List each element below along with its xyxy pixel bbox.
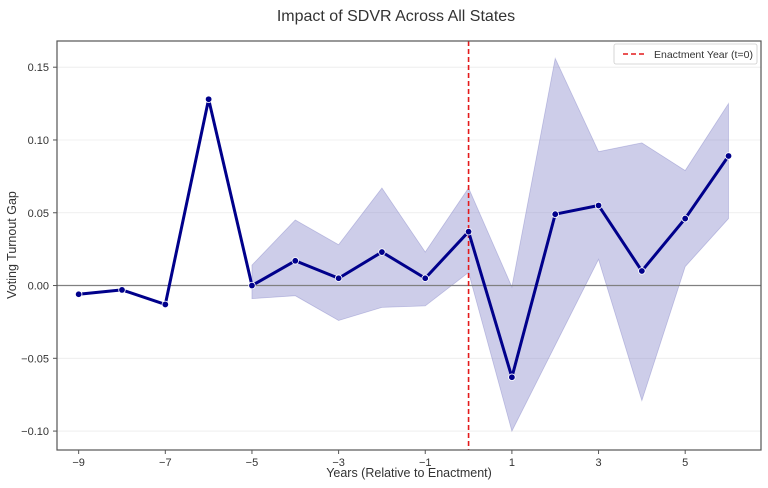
x-axis: −9 −7 −5 −3 −1 1 3 5 bbox=[72, 450, 688, 469]
x-tick-label: −9 bbox=[72, 457, 85, 469]
confidence-band-area bbox=[251, 57, 729, 433]
plot-frame bbox=[56, 40, 762, 451]
y-axis-label: Voting Turnout Gap bbox=[5, 191, 19, 299]
y-tick-label: −0.05 bbox=[21, 353, 49, 365]
x-tick-label: −1 bbox=[419, 457, 432, 469]
data-point bbox=[291, 257, 299, 265]
x-tick-label: −7 bbox=[159, 457, 172, 469]
data-point bbox=[248, 281, 256, 290]
data-point bbox=[724, 152, 733, 160]
x-tick-label: 3 bbox=[595, 457, 601, 469]
y-tick-label: 0.05 bbox=[28, 208, 49, 220]
y-tick-label: 0.15 bbox=[28, 62, 49, 74]
data-point bbox=[378, 248, 386, 256]
data-point bbox=[681, 214, 689, 223]
data-point bbox=[464, 227, 473, 236]
x-tick-label: −3 bbox=[332, 457, 345, 469]
confidence-band bbox=[251, 57, 729, 433]
chart-title: Impact of SDVR Across All States bbox=[277, 8, 515, 25]
x-tick-label: 1 bbox=[509, 457, 515, 469]
y-tick-label: −0.10 bbox=[21, 426, 49, 438]
data-point bbox=[421, 274, 429, 282]
x-tick-label: −5 bbox=[246, 457, 259, 469]
data-point bbox=[334, 274, 343, 282]
series-points bbox=[74, 95, 733, 381]
data-point bbox=[551, 210, 559, 218]
data-point bbox=[161, 300, 170, 309]
legend: Enactment Year (t=0) bbox=[613, 43, 758, 65]
y-tick-label: 0.00 bbox=[28, 281, 49, 293]
legend-box bbox=[613, 43, 758, 65]
reference-lines bbox=[57, 41, 761, 450]
data-point bbox=[74, 290, 83, 298]
x-axis-label: Years (Relative to Enactment) bbox=[326, 466, 492, 480]
data-point bbox=[204, 95, 213, 103]
series-lines bbox=[78, 97, 730, 379]
data-point bbox=[594, 201, 603, 210]
data-point bbox=[508, 373, 516, 381]
legend-label: Enactment Year (t=0) bbox=[654, 49, 753, 61]
y-tick-label: 0.10 bbox=[28, 135, 49, 147]
data-point bbox=[118, 286, 126, 294]
x-tick-label: 5 bbox=[682, 457, 688, 469]
data-point bbox=[638, 267, 646, 275]
series-line bbox=[78, 97, 730, 379]
y-axis: −0.10 −0.05 0.00 0.05 0.10 0.15 bbox=[21, 62, 57, 438]
